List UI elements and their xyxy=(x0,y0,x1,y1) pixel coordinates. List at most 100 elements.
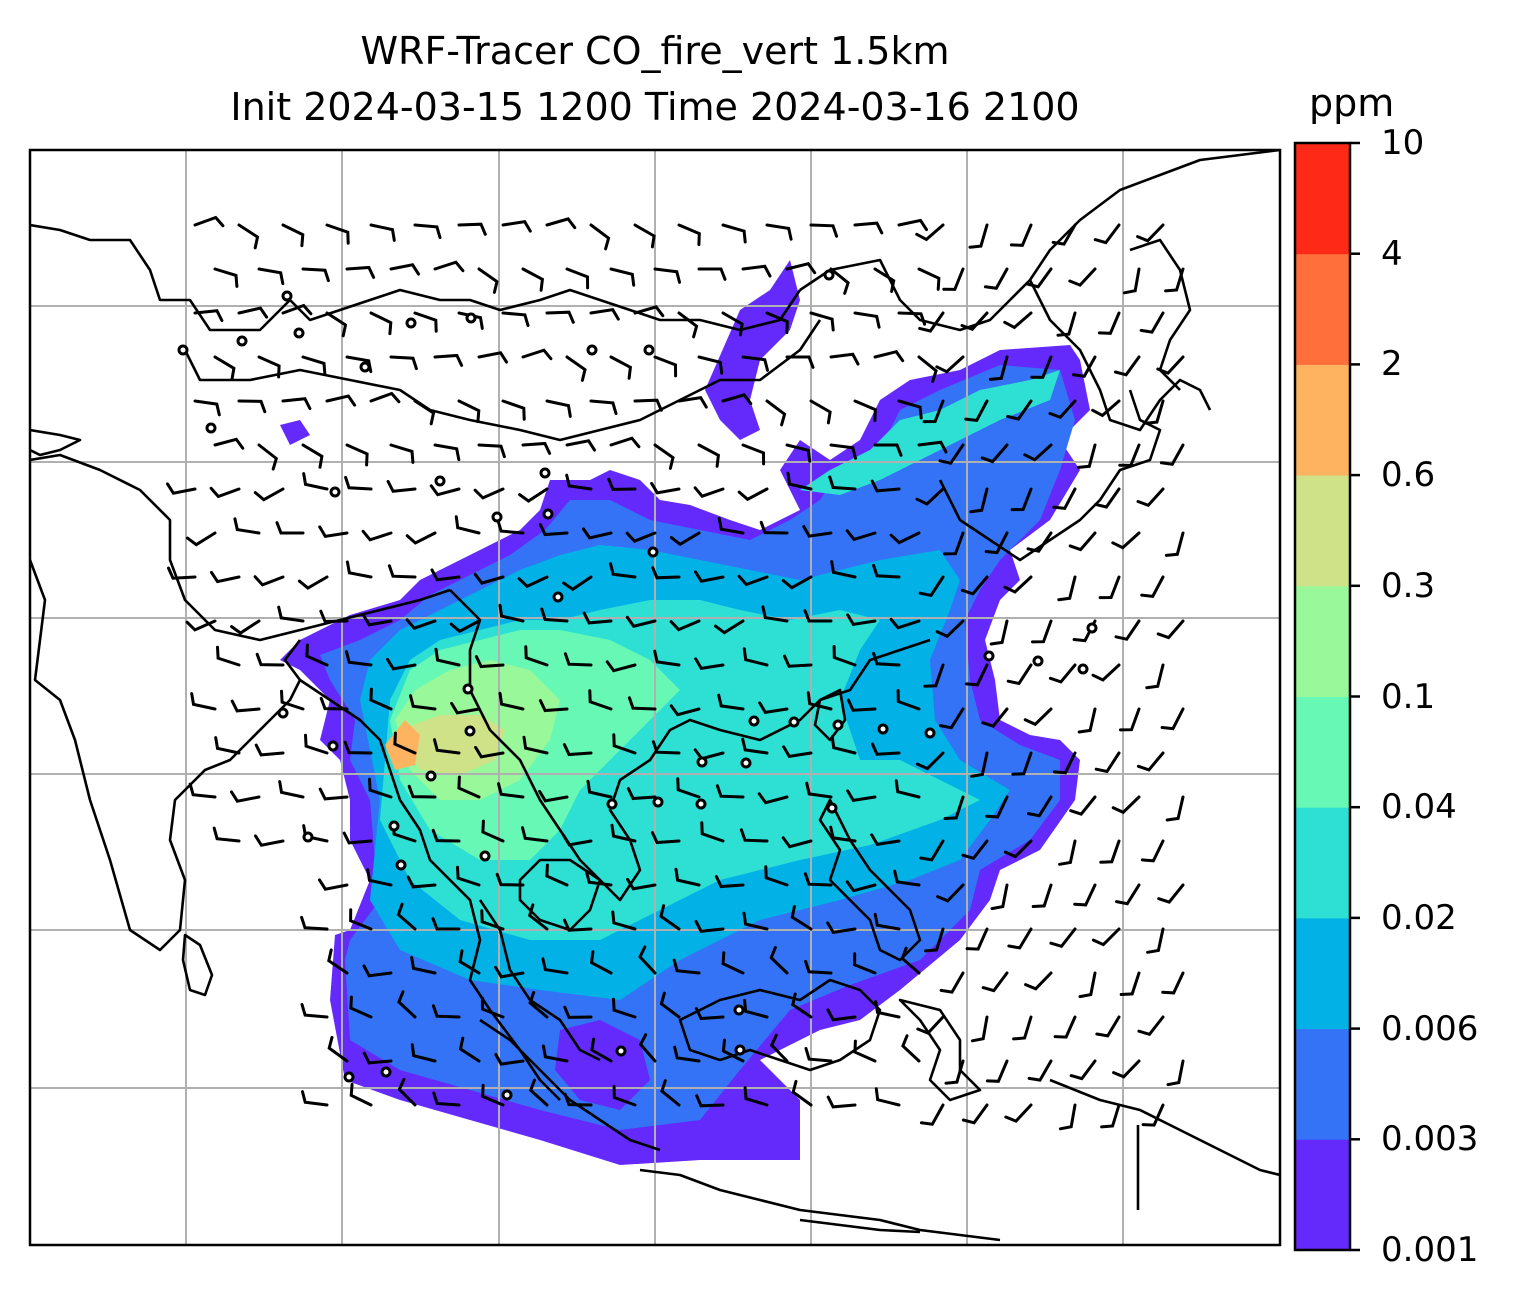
wind-barb xyxy=(300,1003,329,1019)
wind-barb xyxy=(1027,1059,1053,1082)
wind-barb xyxy=(935,355,965,374)
wind-barb xyxy=(342,831,373,845)
wind-barb xyxy=(783,654,813,668)
wind-barb xyxy=(1076,443,1097,469)
indochina-coast xyxy=(449,589,931,902)
wind-barb xyxy=(280,689,305,711)
wind-barb xyxy=(916,1015,945,1035)
wind-barb xyxy=(1094,751,1121,774)
wind-barb xyxy=(1111,795,1141,815)
wind-barb xyxy=(407,784,437,799)
wind-barb xyxy=(563,918,593,932)
wind-barb xyxy=(964,663,989,687)
wind-barb xyxy=(563,652,593,667)
wind-barb xyxy=(1052,487,1077,511)
wind-barb xyxy=(1030,355,1053,379)
wind-barb xyxy=(431,828,461,843)
wind-barb xyxy=(889,617,921,630)
colorbar-tick-label: 10 xyxy=(1381,123,1425,163)
wind-barb xyxy=(275,521,305,535)
wind-barb xyxy=(785,443,812,463)
wind-barb xyxy=(612,1085,637,1107)
wind-barb xyxy=(853,399,877,423)
colorbar-tick-label: 0.006 xyxy=(1381,1008,1479,1049)
wind-barb xyxy=(742,647,769,667)
wind-barb xyxy=(900,946,921,975)
wind-barb xyxy=(791,992,813,1019)
wind-barb xyxy=(545,399,572,418)
colorbar-segment xyxy=(1295,696,1350,808)
wind-barb xyxy=(216,645,241,667)
colorbar-tick-label: 0.001 xyxy=(1381,1230,1479,1270)
colorbar-segment xyxy=(1295,807,1350,919)
wind-barb xyxy=(871,742,901,756)
wind-barb xyxy=(660,1079,681,1107)
wind-barb xyxy=(498,603,525,623)
wind-barb xyxy=(694,657,725,671)
wind-barb xyxy=(1025,267,1053,289)
wind-barb xyxy=(984,531,1009,555)
wind-barb xyxy=(609,436,641,449)
wind-barb xyxy=(990,883,1009,911)
wind-barb xyxy=(1006,399,1033,421)
wind-barb xyxy=(650,481,681,495)
map-title-line-1: WRF-Tracer CO_fire_vert 1.5km xyxy=(360,29,950,73)
wind-barb xyxy=(758,701,789,715)
wind-barb xyxy=(609,355,633,380)
wind-barb xyxy=(397,990,417,1019)
wind-barb xyxy=(633,223,656,249)
wind-barb xyxy=(1012,1015,1033,1041)
wind-barb xyxy=(1160,707,1185,731)
wind-barb xyxy=(961,1103,989,1125)
wind-barb xyxy=(1048,399,1077,420)
wind-barb xyxy=(589,399,618,415)
wind-barb xyxy=(545,863,569,887)
wind-barb xyxy=(1140,575,1165,599)
wind-barb xyxy=(518,487,549,503)
wind-barb xyxy=(917,267,941,291)
wind-barb xyxy=(480,996,505,1019)
wind-barb xyxy=(588,689,613,711)
himalaya-border xyxy=(30,453,451,642)
wind-barb xyxy=(345,650,373,667)
wind-barb xyxy=(253,575,285,587)
wind-barb xyxy=(325,311,348,338)
wind-barb xyxy=(853,1039,877,1063)
wind-barb xyxy=(669,531,701,547)
wind-barb xyxy=(1024,971,1053,991)
wind-barb xyxy=(923,663,945,688)
wind-barb xyxy=(237,223,260,250)
wind-barb xyxy=(318,787,349,801)
wind-barb xyxy=(611,910,637,931)
wind-barb xyxy=(361,529,393,542)
wind-barb xyxy=(826,921,857,935)
wind-barb xyxy=(845,529,877,542)
wind-barb xyxy=(589,950,613,975)
wind-barb xyxy=(1068,267,1097,287)
wind-barb xyxy=(694,570,725,583)
wind-barb xyxy=(301,443,324,469)
colorbar-tick-label: 0.04 xyxy=(1381,787,1457,828)
map-title-line-2: Init 2024-03-15 1200 Time 2024-03-16 210… xyxy=(230,85,1080,129)
wind-barb xyxy=(1095,1015,1121,1038)
wind-barbs xyxy=(166,215,1185,1131)
colorbar-tick-label: 4 xyxy=(1381,233,1403,274)
wind-barb xyxy=(627,696,657,711)
wind-barb xyxy=(659,904,681,931)
wind-barb xyxy=(970,1015,989,1043)
wind-barb xyxy=(1165,795,1185,822)
wind-barb xyxy=(741,443,766,466)
wind-barb xyxy=(694,920,725,933)
wind-barb xyxy=(362,964,393,978)
wind-barb xyxy=(964,399,989,423)
wind-barb xyxy=(538,789,569,803)
wind-barb xyxy=(230,699,261,713)
wind-barb xyxy=(829,443,857,460)
wind-barb xyxy=(1146,927,1165,954)
wind-barb xyxy=(457,399,481,424)
wind-barb xyxy=(765,399,787,427)
wind-barb xyxy=(325,223,350,245)
wind-barb xyxy=(1099,839,1121,864)
wind-barb xyxy=(327,948,349,975)
wind-barb xyxy=(413,311,438,333)
